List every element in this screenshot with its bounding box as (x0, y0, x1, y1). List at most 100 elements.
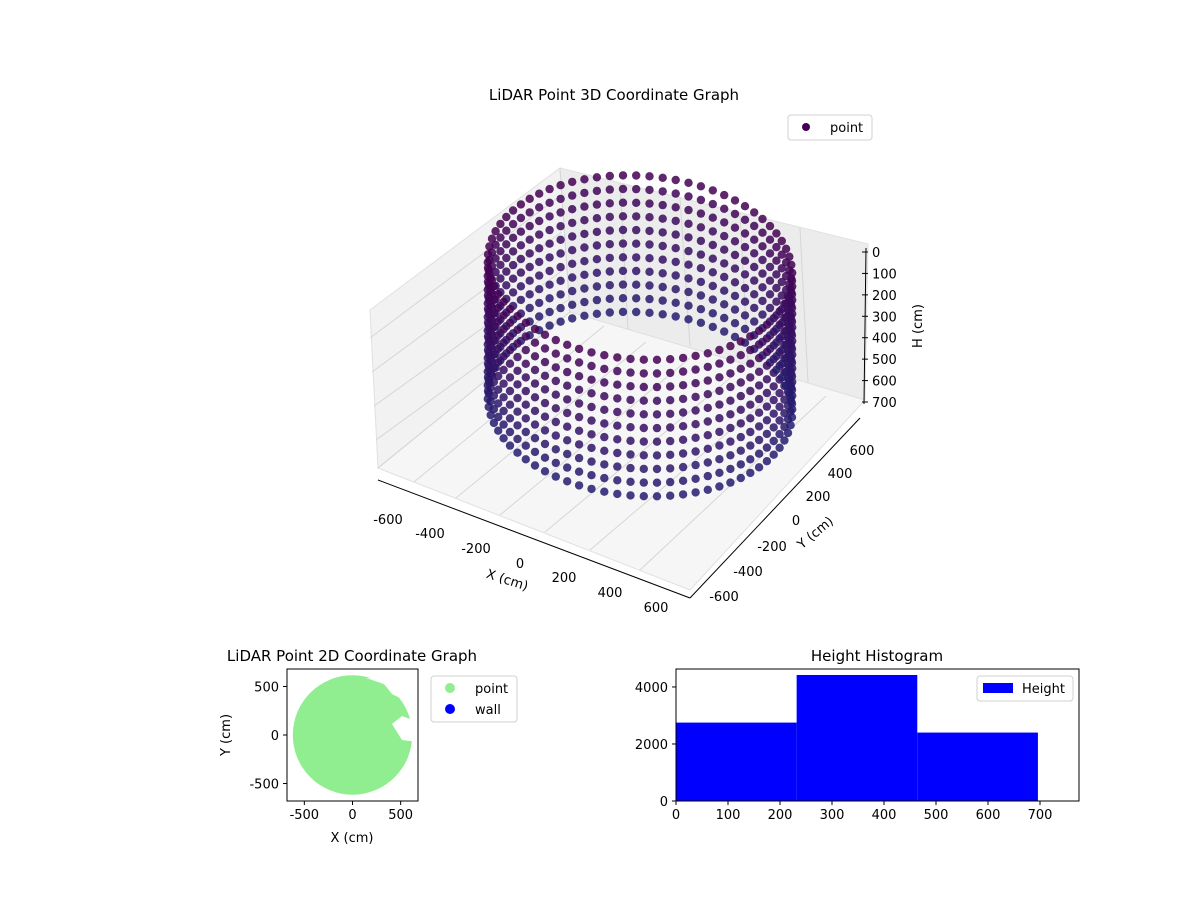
point3d (521, 414, 530, 423)
point3d (645, 308, 654, 317)
point3d (726, 451, 735, 460)
point3d (666, 382, 675, 391)
gridline (373, 267, 567, 407)
point3d (613, 489, 622, 499)
histogram-legend: Height (976, 675, 1074, 702)
point3d (736, 378, 745, 387)
point3d (720, 259, 729, 268)
point3d (574, 372, 584, 381)
point3d (726, 355, 735, 364)
point3d (781, 258, 791, 267)
point3d (521, 386, 530, 396)
point3d (720, 272, 729, 282)
point3d (777, 359, 786, 369)
point3d (568, 246, 577, 255)
point3d (505, 386, 515, 396)
point3d (563, 340, 572, 349)
point3d (513, 366, 522, 375)
plot2d-area (292, 675, 418, 795)
point3d (563, 367, 572, 377)
point3d (525, 208, 534, 217)
plot3d-points (483, 171, 797, 501)
point3d (618, 253, 628, 262)
point3d (730, 209, 740, 219)
point3d (530, 352, 540, 361)
point3d (489, 391, 499, 400)
point3d (613, 448, 622, 458)
point3d (580, 257, 589, 266)
point3d (645, 254, 654, 263)
point3d (580, 243, 589, 252)
point3d (508, 233, 518, 242)
point3d (535, 257, 544, 267)
point3d (715, 482, 724, 491)
point3d (556, 222, 565, 231)
point3d (521, 318, 530, 327)
point3d (762, 457, 772, 466)
point3d (574, 412, 584, 422)
point3d (516, 295, 526, 305)
point3d (740, 283, 750, 293)
point3d (765, 276, 775, 285)
point3d (605, 308, 614, 317)
yh-tick: 2000 (635, 738, 668, 753)
point3d (684, 178, 693, 187)
point3d (505, 400, 515, 409)
point3d (691, 447, 700, 456)
point3d (678, 353, 688, 363)
point3d (587, 361, 596, 371)
point3d (645, 240, 654, 249)
point3d (540, 398, 550, 408)
point3d (540, 344, 550, 353)
point3d (592, 227, 602, 237)
point3d (587, 443, 596, 453)
point3d (592, 241, 602, 250)
point3d (652, 382, 662, 392)
y2d-tick: -500 (249, 778, 279, 793)
point3d (483, 258, 492, 267)
point3d (691, 406, 700, 415)
point3d (652, 478, 662, 487)
point3d (618, 171, 628, 180)
point3d (678, 381, 688, 390)
point3d (726, 478, 735, 487)
point3d (772, 365, 781, 375)
point3d (535, 203, 544, 212)
point3d (750, 290, 759, 299)
point3d (726, 382, 735, 392)
point3d (516, 254, 526, 264)
point3d (516, 227, 526, 236)
point3d (516, 213, 526, 223)
point3d (587, 375, 596, 384)
x2d-tick: 500 (388, 808, 413, 823)
point3d (652, 410, 662, 419)
point3d (556, 235, 565, 244)
plot3d-legend: point (787, 114, 873, 141)
point3d (781, 299, 791, 308)
point3d (696, 277, 706, 287)
point3d (639, 478, 648, 487)
point3d (551, 404, 560, 413)
point3d (750, 249, 759, 258)
point3d (754, 381, 764, 390)
point3d (666, 450, 675, 459)
point3d (563, 449, 572, 459)
point3d (769, 450, 778, 459)
point3d (746, 386, 755, 396)
point3d (540, 467, 550, 476)
point3d (626, 354, 635, 364)
histogram: Height Histogram 0 100 200 300 400 500 600 7000… (635, 647, 1080, 823)
point3d (600, 392, 609, 401)
point3d (530, 338, 540, 347)
point3d (736, 405, 745, 414)
point3d (499, 420, 508, 429)
point3d (736, 351, 745, 360)
point3d (754, 340, 764, 349)
point3d (777, 236, 786, 246)
point3d (551, 417, 560, 427)
point3d (666, 355, 675, 364)
point3d (551, 445, 560, 454)
point3d (592, 282, 602, 291)
point3d (540, 330, 550, 339)
point3d (720, 231, 729, 241)
